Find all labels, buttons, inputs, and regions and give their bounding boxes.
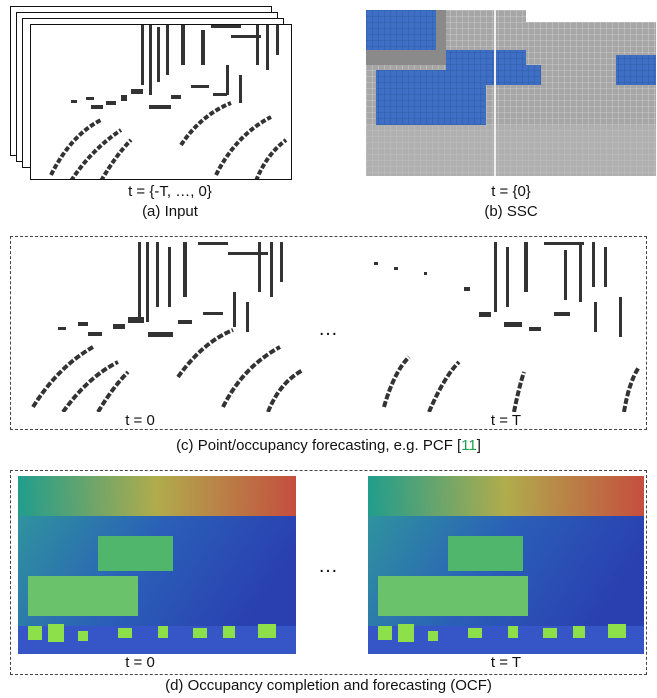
input-time-label: t = {-T, …, 0}: [128, 183, 212, 200]
forecast-ellipsis: …: [318, 318, 339, 340]
ssc-panel: [366, 10, 656, 176]
forecast-panel-tT: [364, 242, 644, 412]
input-caption: (a) Input: [142, 203, 198, 220]
forecast-caption-citation[interactable]: 11: [461, 437, 477, 454]
ocf-caption: (d) Occupancy completion and forecasting…: [165, 677, 492, 694]
ssc-voxel-scene: [366, 10, 656, 176]
ocf-ellipsis: …: [318, 555, 339, 577]
forecast-caption-close: ]: [476, 437, 481, 454]
ocf-box: [10, 470, 647, 675]
input-point-cloud: [49, 25, 288, 179]
forecast-time-label-t0: t = 0: [125, 412, 155, 429]
ocf-time-label-tT: t = T: [490, 654, 522, 671]
forecast-point-cloud-tT: [374, 242, 641, 412]
ssc-caption: (b) SSC: [484, 203, 538, 220]
forecasting-box: [10, 236, 647, 430]
ocf-voxel-scene-t0: [18, 476, 296, 654]
forecast-panel-t0: [18, 242, 306, 412]
input-frame-front: [30, 24, 292, 180]
ocf-voxel-scene-tT: [368, 476, 644, 654]
ocf-panel-t0: [18, 476, 296, 654]
forecast-caption-text: (c) Point/occupancy forecasting, e.g. PC…: [176, 437, 462, 454]
forecast-caption: (c) Point/occupancy forecasting, e.g. PC…: [40, 437, 617, 454]
forecast-point-cloud-t0: [31, 242, 304, 412]
input-frame-stack: [10, 6, 292, 180]
ocf-panel-tT: [368, 476, 644, 654]
forecast-time-label-tT: t = T: [490, 412, 522, 429]
ocf-time-label-t0: t = 0: [125, 654, 155, 671]
ssc-time-label: t = {0}: [491, 183, 531, 200]
